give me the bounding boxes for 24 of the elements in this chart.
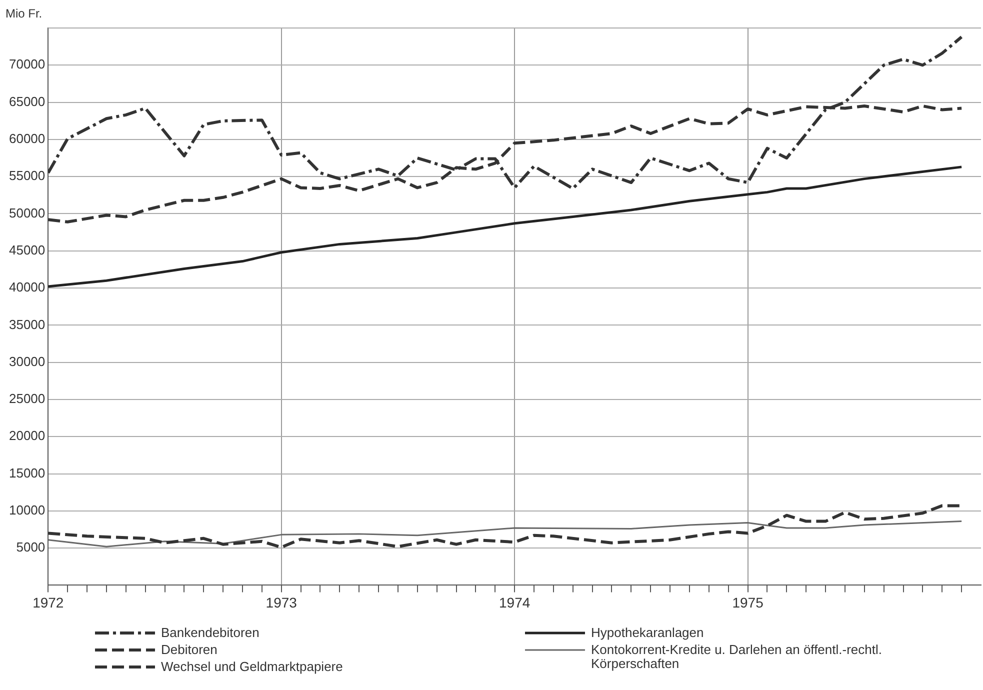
y-tick-label: 30000 bbox=[8, 354, 46, 369]
legend-label: Wechsel und Geldmarktpapiere bbox=[161, 659, 343, 674]
y-tick-label: 70000 bbox=[8, 56, 46, 72]
x-tick-label: 1974 bbox=[498, 594, 530, 610]
y-tick-label: 35000 bbox=[8, 316, 46, 332]
y-axis-title: Mio Fr. bbox=[5, 6, 42, 20]
y-tick-label: 65000 bbox=[8, 94, 46, 109]
x-tick-label: 1973 bbox=[266, 594, 298, 610]
y-tick-label: 50000 bbox=[8, 205, 46, 220]
legend-label: Debitoren bbox=[161, 642, 218, 657]
y-tick-label: 20000 bbox=[8, 428, 46, 444]
y-tick-label: 45000 bbox=[8, 242, 46, 258]
y-tick-label: 55000 bbox=[8, 168, 46, 184]
x-tick-label: 1972 bbox=[32, 594, 64, 610]
y-tick-label: 10000 bbox=[8, 502, 46, 518]
legend-label: Hypothekaranlagen bbox=[591, 625, 704, 640]
legend-label: Bankendebitoren bbox=[161, 625, 260, 640]
y-tick-label: 60000 bbox=[8, 131, 46, 146]
y-tick-label: 40000 bbox=[8, 280, 46, 295]
legend-label: Kontokorrent-Kredite u. Darlehen an öffentl.-rechtl. Körperschaften bbox=[591, 642, 883, 671]
x-tick-label: 1975 bbox=[732, 594, 764, 610]
y-tick-label: 5000 bbox=[16, 540, 46, 555]
y-tick-label: 25000 bbox=[8, 391, 46, 406]
y-tick-label: 15000 bbox=[8, 465, 46, 480]
